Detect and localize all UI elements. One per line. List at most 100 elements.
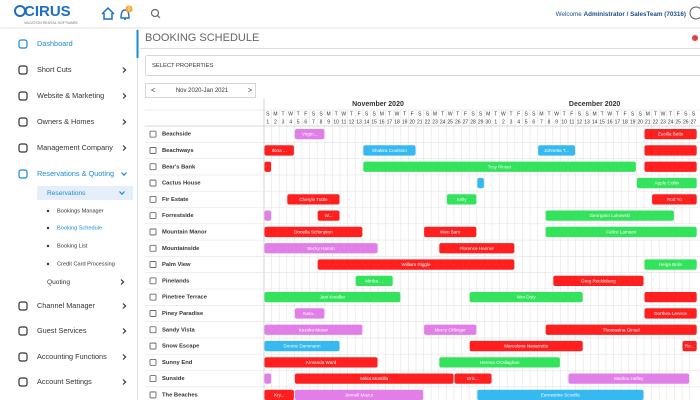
search-icon[interactable] xyxy=(150,8,160,18)
weekday-label: T xyxy=(547,111,550,117)
booking-bar[interactable] xyxy=(545,226,697,238)
booking-bar[interactable] xyxy=(317,210,340,221)
select-properties[interactable] xyxy=(145,55,700,76)
booking-bar[interactable] xyxy=(644,308,697,319)
nav-item[interactable]: Account Settings xyxy=(37,377,92,386)
booking-bar[interactable] xyxy=(264,389,294,400)
booking-bar[interactable] xyxy=(317,259,515,270)
booking-bar[interactable] xyxy=(264,243,378,254)
booking-bar[interactable] xyxy=(644,145,697,156)
booking-bar[interactable] xyxy=(264,161,272,172)
calendar-icon[interactable] xyxy=(149,179,157,187)
user-icon[interactable] xyxy=(689,6,700,20)
booking-bar[interactable] xyxy=(568,373,690,384)
booking-bar[interactable] xyxy=(264,357,378,368)
nav-item[interactable]: Owners & Homes xyxy=(37,117,95,126)
booking-bar[interactable] xyxy=(545,324,697,335)
nav-item[interactable]: Reservations & Quoting xyxy=(37,169,114,178)
booking-label: William Riggle xyxy=(401,262,431,267)
booking-bar[interactable] xyxy=(469,292,583,303)
booking-bar[interactable] xyxy=(363,145,416,156)
calendar-icon[interactable] xyxy=(149,326,157,334)
nav-arrow xyxy=(119,191,125,196)
user-name[interactable]: Administrator / SalesTeam (70316) xyxy=(584,11,686,18)
nav-item[interactable]: Guest Services xyxy=(37,326,87,335)
nav-item[interactable]: Channel Manager xyxy=(37,301,96,310)
home-icon[interactable] xyxy=(101,6,115,20)
calendar-icon[interactable] xyxy=(149,293,157,301)
booking-bar[interactable] xyxy=(264,210,272,221)
booking-bar[interactable] xyxy=(264,226,363,238)
nav-item[interactable]: Website & Marketing xyxy=(37,91,104,100)
booking-bar[interactable] xyxy=(553,275,644,286)
calendar-icon[interactable] xyxy=(149,310,157,317)
booking-bar[interactable] xyxy=(294,373,454,384)
nav-bullet xyxy=(46,209,50,213)
booking-bar[interactable] xyxy=(439,243,515,254)
booking-bar[interactable] xyxy=(469,340,583,352)
calendar-icon[interactable] xyxy=(149,147,157,154)
nav-subitem[interactable]: Credit Card Processing xyxy=(57,261,115,267)
calendar-icon[interactable] xyxy=(149,342,157,350)
calendar-icon[interactable] xyxy=(149,261,157,268)
weekday-label: M xyxy=(273,111,277,117)
calendar-icon[interactable] xyxy=(149,244,157,252)
calendar-icon[interactable] xyxy=(149,358,157,366)
booking-bar[interactable] xyxy=(355,275,393,286)
nav-subitem[interactable]: Quoting xyxy=(47,279,70,286)
nav-subitem[interactable]: Booking List xyxy=(57,243,88,249)
booking-label: Cheryle Tuttle xyxy=(299,197,328,202)
booking-bar[interactable] xyxy=(538,145,576,156)
calendar-icon[interactable] xyxy=(149,277,157,285)
day-label: 16 xyxy=(607,119,613,125)
nav-item[interactable]: Management Company xyxy=(37,143,113,152)
booking-bar[interactable] xyxy=(446,194,477,205)
booking-bar[interactable] xyxy=(454,373,492,384)
booking-bar[interactable] xyxy=(652,194,697,205)
next-button[interactable]: > xyxy=(248,87,252,94)
nav-subitem[interactable]: Booking Schedule xyxy=(57,225,102,231)
nav-subitem[interactable]: Reservations xyxy=(47,190,86,197)
calendar-icon[interactable] xyxy=(149,228,157,236)
booking-bar[interactable] xyxy=(644,161,697,172)
nav-item[interactable]: Accounting Functions xyxy=(37,352,107,361)
booking-bar[interactable] xyxy=(264,145,294,156)
booking-bar[interactable] xyxy=(644,259,697,270)
calendar-icon[interactable] xyxy=(149,391,157,399)
bell-icon[interactable] xyxy=(120,9,130,20)
nav-item[interactable]: Dashboard xyxy=(37,39,73,48)
calendar-icon[interactable] xyxy=(149,163,157,171)
nav-item[interactable]: Short Cuts xyxy=(37,65,72,74)
close-dot[interactable] xyxy=(692,35,698,41)
calendar-icon[interactable] xyxy=(149,212,157,220)
booking-bar[interactable] xyxy=(439,357,560,368)
booking-bar[interactable] xyxy=(363,161,636,172)
booking-bar[interactable] xyxy=(264,373,272,384)
booking-bar[interactable] xyxy=(264,340,340,352)
booking-bar[interactable] xyxy=(294,129,325,140)
booking-bar[interactable] xyxy=(682,340,697,352)
page-title: BOOKING SCHEDULE xyxy=(145,32,259,44)
booking-bar[interactable] xyxy=(424,324,477,335)
booking-bar[interactable] xyxy=(477,389,644,400)
booking-label-wrap: Apple Collin xyxy=(655,181,680,186)
weekday-label: W xyxy=(554,111,559,117)
booking-bar[interactable] xyxy=(644,292,697,303)
prev-button[interactable]: < xyxy=(151,87,155,94)
booking-bar[interactable] xyxy=(477,177,484,189)
calendar-icon[interactable] xyxy=(149,375,157,383)
booking-bar[interactable] xyxy=(264,324,363,335)
booking-bar[interactable] xyxy=(294,308,325,319)
booking-bar[interactable] xyxy=(644,129,697,140)
booking-bar[interactable] xyxy=(294,389,424,400)
calendar-icon[interactable] xyxy=(149,130,157,138)
nav-subitem[interactable]: Bookings Manager xyxy=(57,208,104,214)
booking-bar[interactable] xyxy=(545,210,674,221)
booking-bar[interactable] xyxy=(264,292,401,303)
booking-bar[interactable] xyxy=(287,194,340,205)
booking-label: Earnestine Scoville xyxy=(541,392,581,397)
calendar-icon[interactable] xyxy=(149,195,157,203)
booking-bar[interactable] xyxy=(636,177,697,189)
booking-bar[interactable] xyxy=(424,226,477,238)
